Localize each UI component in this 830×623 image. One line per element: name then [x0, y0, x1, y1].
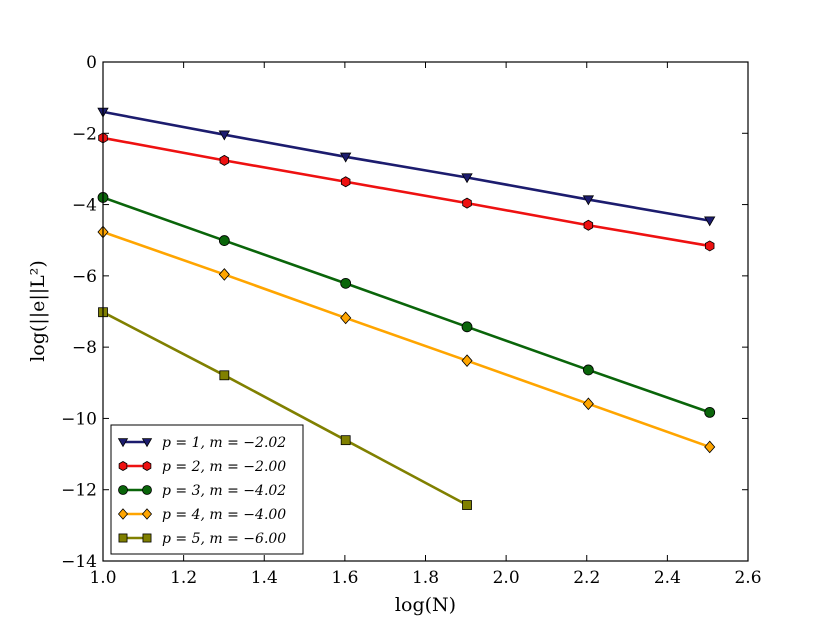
- series-3: [97, 192, 716, 418]
- legend-label: p = 5, m = −6.00: [162, 531, 286, 547]
- data-point: [219, 154, 230, 166]
- series-layer: [97, 107, 716, 510]
- data-point: [461, 321, 473, 333]
- series-line: [102, 311, 468, 507]
- legend-marker: [142, 533, 152, 543]
- data-point: [218, 268, 230, 281]
- data-point: [340, 176, 351, 188]
- data-point: [461, 173, 473, 184]
- series-line: [102, 136, 710, 248]
- data-point: [582, 397, 594, 411]
- x-tick-label: 2.2: [573, 568, 600, 588]
- data-point: [704, 240, 715, 252]
- legend-label: p = 2, m = −2.00: [162, 459, 286, 475]
- data-point: [462, 197, 472, 209]
- y-tick-label: −4: [72, 196, 97, 216]
- series-4: [97, 225, 716, 454]
- data-point: [461, 354, 473, 368]
- x-axis-label: log(N): [395, 594, 456, 616]
- ticks-layer: 1.0 1.2 1.4 1.6 1.8 2.0 2.2 2.4 2.6 0 −2 −4 −6 −8 −10 −…: [61, 53, 761, 588]
- y-tick-label: 0: [86, 53, 97, 73]
- legend-marker: [118, 485, 128, 495]
- series-line: [102, 110, 710, 222]
- x-tick-label: 1.6: [331, 568, 358, 588]
- legend-label: p = 1, m = −2.02: [162, 435, 286, 451]
- series-line: [102, 196, 711, 414]
- data-point: [340, 435, 351, 446]
- x-tick-label: 2.6: [734, 568, 761, 588]
- data-point: [218, 235, 230, 246]
- y-tick-label: −10: [61, 409, 97, 429]
- x-tick-label: 2.0: [493, 568, 520, 588]
- legend-marker: [142, 485, 152, 495]
- series-line: [102, 230, 711, 449]
- data-point: [582, 195, 595, 206]
- legend-marker: [141, 508, 153, 520]
- x-tick-label: 1.2: [170, 568, 197, 588]
- x-tick-label: 1.4: [251, 568, 278, 588]
- series-2: [98, 132, 715, 252]
- data-point: [583, 219, 594, 231]
- series-1: [97, 107, 716, 227]
- data-point: [582, 364, 594, 376]
- y-tick-label: −8: [72, 338, 97, 358]
- y-tick-label: −2: [72, 124, 97, 144]
- legend-marker: [141, 438, 153, 448]
- data-point: [219, 370, 230, 381]
- legend-marker: [118, 461, 128, 471]
- legend-marker: [118, 533, 128, 543]
- data-point: [339, 152, 352, 163]
- x-tick-label: 1.8: [412, 568, 439, 588]
- legend-marker: [117, 508, 129, 520]
- y-tick-label: −12: [61, 481, 97, 501]
- data-point: [704, 440, 716, 454]
- legend-label: p = 4, m = −4.00: [162, 507, 286, 523]
- legend-label: p = 3, m = −4.02: [162, 483, 286, 499]
- data-point: [340, 311, 352, 325]
- data-point: [704, 406, 716, 418]
- y-tick-label: −6: [72, 267, 97, 287]
- x-tick-label: 1.0: [89, 568, 116, 588]
- legend-marker: [117, 438, 129, 448]
- legend-marker: [142, 461, 152, 471]
- plot-frame: [102, 61, 749, 562]
- data-point: [462, 500, 472, 510]
- data-point: [218, 130, 231, 141]
- data-point: [704, 216, 716, 227]
- y-tick-label: −14: [61, 552, 97, 572]
- data-point: [340, 277, 352, 289]
- x-tick-label: 2.4: [654, 568, 681, 588]
- legend: p = 1, m = −2.02 p = 2, m = −2.00 p = 3, m…: [110, 424, 304, 555]
- y-axis-label: log(||e||L²): [27, 260, 49, 362]
